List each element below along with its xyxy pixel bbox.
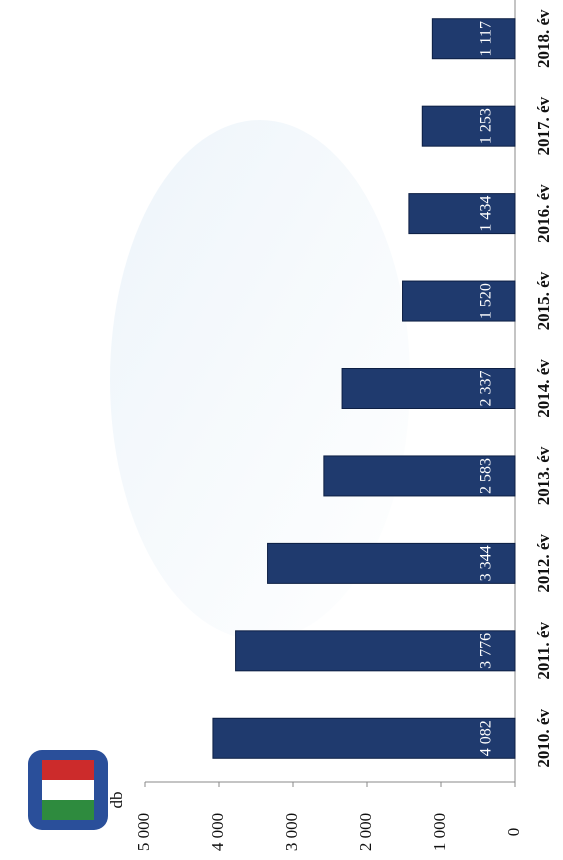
x-tick-label: 2014. év xyxy=(534,359,553,418)
bar xyxy=(212,717,516,759)
x-tick-label: 2011. év xyxy=(534,622,553,680)
y-tick-label: 0 xyxy=(504,828,523,837)
bar xyxy=(267,542,516,584)
bar xyxy=(341,368,516,409)
x-tick-label: 2018. év xyxy=(534,9,553,68)
x-tick-label: 2013. év xyxy=(534,446,553,505)
value-label: 3 344 xyxy=(478,545,495,581)
x-tick-label: 2016. év xyxy=(534,184,553,243)
x-tick-label: 2015. év xyxy=(534,271,553,330)
value-label: 1 434 xyxy=(478,196,495,232)
value-label: 1 520 xyxy=(478,283,495,319)
bar xyxy=(402,280,516,322)
y-tick-label: 5 000 xyxy=(134,813,153,851)
value-label: 1 117 xyxy=(478,21,495,56)
value-label: 3 776 xyxy=(478,633,495,669)
bar xyxy=(408,193,516,235)
y-tick-label: 4 000 xyxy=(208,813,227,851)
plot: db 0 1 000 2 000 3 000 4 000 5 000 2010. év 4 0… xyxy=(107,0,553,851)
value-label: 1 253 xyxy=(478,108,495,144)
x-tick-label: 2017. év xyxy=(534,96,553,155)
y-tick-label: 2 000 xyxy=(356,813,375,851)
bar xyxy=(323,455,516,497)
x-tick-label: 2010. év xyxy=(534,709,553,768)
value-label: 2 583 xyxy=(478,458,495,494)
axis-unit: db xyxy=(107,792,126,809)
value-label: 4 082 xyxy=(478,720,495,756)
y-tick-label: 3 000 xyxy=(282,813,301,851)
value-label: 2 337 xyxy=(478,371,495,407)
bar xyxy=(421,105,516,147)
x-tick-label: 2012. év xyxy=(534,534,553,593)
y-tick-label: 1 000 xyxy=(430,813,449,851)
background-image xyxy=(110,120,410,640)
bar xyxy=(431,18,516,60)
bar xyxy=(235,630,516,672)
logo xyxy=(28,750,108,830)
